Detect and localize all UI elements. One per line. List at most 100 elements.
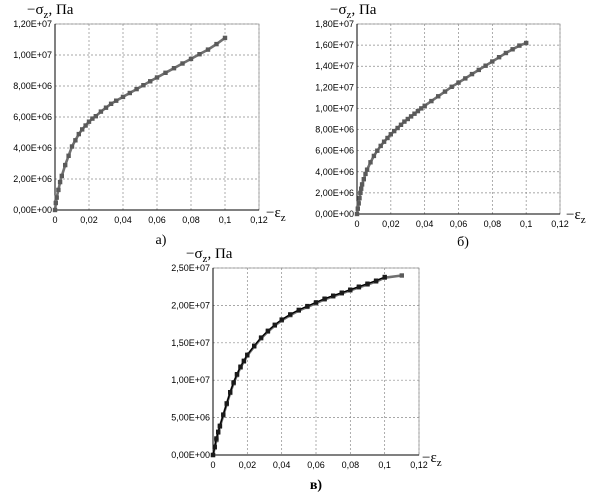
x-tick-label: 0,04 xyxy=(416,219,434,229)
data-point xyxy=(476,67,481,73)
data-point xyxy=(503,50,509,56)
data-point xyxy=(331,293,336,298)
data-point xyxy=(221,412,226,417)
data-point xyxy=(141,83,146,88)
data-point xyxy=(356,201,361,206)
data-point xyxy=(73,138,78,143)
data-point xyxy=(339,290,344,295)
y-tick-label: 0,00E+00 xyxy=(13,205,52,215)
data-point xyxy=(63,162,68,168)
data-point xyxy=(524,40,529,46)
data-point xyxy=(357,196,362,201)
data-point xyxy=(54,195,59,200)
data-point xyxy=(231,380,236,385)
y-tick-label: 5,00E+06 xyxy=(171,413,210,423)
y-tick-label: 1,00E+07 xyxy=(171,375,210,385)
data-point xyxy=(361,177,366,182)
data-point xyxy=(134,86,139,92)
data-point xyxy=(368,160,373,165)
data-point xyxy=(382,274,387,280)
data-point xyxy=(163,70,168,75)
y-tick-label: 4,00E+06 xyxy=(315,167,354,177)
data-point xyxy=(422,103,427,108)
data-point xyxy=(358,190,363,196)
y-tick-label: 6,00E+06 xyxy=(13,112,52,122)
data-point xyxy=(241,358,247,363)
data-point xyxy=(238,364,243,369)
chart-panel-1: 0 0,02 0,04 0,06 0,08 0,1 0,12 0,00E+00 2,00E+06… xyxy=(13,2,286,248)
chart-panel-3: 0 0,02 0,04 0,06 0,08 0,1 0,12 0,00E+00 5,00E+06… xyxy=(171,246,442,493)
y-tick-label: 1,60E+07 xyxy=(315,40,354,50)
x-tick-label: 0,12 xyxy=(551,219,569,229)
data-point xyxy=(252,343,257,348)
data-point xyxy=(381,139,387,144)
data-point xyxy=(57,179,63,185)
data-point xyxy=(216,429,221,434)
x-tick-label: 0,06 xyxy=(450,219,468,229)
data-point xyxy=(392,128,397,134)
data-point xyxy=(171,66,177,71)
panel-label: а) xyxy=(156,233,167,248)
x-tick-label: 0,08 xyxy=(342,460,360,470)
data-point xyxy=(449,84,454,89)
data-point xyxy=(154,75,160,80)
x-tick-label: 0,12 xyxy=(410,460,428,470)
data-point xyxy=(510,47,515,52)
data-point xyxy=(469,71,475,77)
data-point xyxy=(483,63,488,68)
data-point xyxy=(69,144,75,149)
data-point xyxy=(359,182,365,187)
data-point xyxy=(305,303,310,309)
data-point xyxy=(429,98,434,104)
y-tick-label: 8,00E+06 xyxy=(13,81,52,91)
data-point xyxy=(359,186,364,191)
data-point xyxy=(272,322,277,327)
data-point xyxy=(365,281,370,286)
y-tick-label: 2,00E+07 xyxy=(171,300,210,310)
x-tick-label: 0,02 xyxy=(382,219,400,229)
y-tick-label: 4,00E+06 xyxy=(13,143,52,153)
data-point xyxy=(442,89,448,94)
data-point xyxy=(395,125,400,131)
data-point xyxy=(490,59,495,64)
data-point xyxy=(355,206,360,211)
data-point xyxy=(456,80,461,85)
data-point xyxy=(356,284,362,289)
chart-panel-2: 0 0,02 0,04 0,06 0,08 0,1 0,12 0,00E+00 2,00E+06… xyxy=(315,2,586,250)
data-point xyxy=(288,312,293,317)
y-tick-label: 1,00E+07 xyxy=(13,50,52,60)
data-point xyxy=(83,123,88,128)
y-axis-label: −σz, Па xyxy=(330,2,377,21)
data-point xyxy=(436,94,441,99)
data-point xyxy=(378,143,383,149)
data-point xyxy=(296,307,301,313)
data-point xyxy=(217,423,223,428)
x-tick-label: 0,08 xyxy=(182,215,200,225)
y-tick-label: 1,00E+07 xyxy=(315,103,354,113)
data-point xyxy=(205,47,211,52)
data-point xyxy=(375,148,380,153)
data-point xyxy=(52,207,58,213)
data-point xyxy=(398,122,404,127)
data-point xyxy=(197,52,202,57)
x-tick-label: 0,06 xyxy=(148,215,166,225)
data-point xyxy=(98,109,104,114)
data-point xyxy=(399,273,404,278)
data-point xyxy=(463,76,468,81)
data-point xyxy=(354,211,360,217)
x-tick-label: 0,1 xyxy=(219,215,232,225)
x-axis-label: −εz xyxy=(566,207,586,226)
data-point xyxy=(371,153,377,159)
data-point xyxy=(86,119,92,124)
data-point xyxy=(114,98,119,103)
data-point xyxy=(348,287,353,292)
data-point xyxy=(415,108,421,114)
data-point xyxy=(408,114,414,119)
y-tick-label: 2,50E+07 xyxy=(171,263,210,273)
data-point xyxy=(56,187,61,193)
data-point xyxy=(517,43,522,48)
data-point xyxy=(76,131,81,137)
y-tick-label: 6,00E+06 xyxy=(315,146,354,156)
x-tick-label: 0,04 xyxy=(114,215,132,225)
data-point xyxy=(188,56,194,62)
